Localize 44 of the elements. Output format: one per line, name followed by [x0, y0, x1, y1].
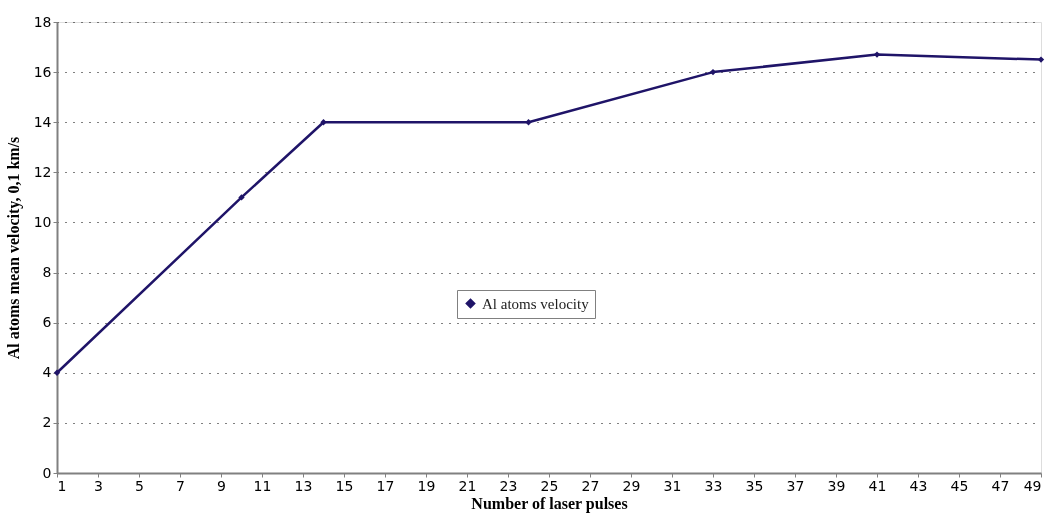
point [238, 194, 245, 201]
x-tick-label: 39 [827, 477, 846, 494]
y-tick-label: 4 [42, 364, 52, 381]
y-tick-label: 16 [33, 63, 52, 80]
point [1037, 56, 1045, 63]
x-tick-label: 37 [786, 477, 805, 494]
point [320, 119, 327, 126]
x-tick-label: 19 [417, 477, 436, 494]
x-tick-label: 35 [745, 477, 764, 494]
x-tick-label: 49 [1023, 477, 1042, 494]
x-tick-label: 47 [991, 477, 1010, 494]
x-tick-label: 5 [135, 477, 144, 494]
x-tick-label: 13 [294, 477, 313, 494]
y-axis-title: Al atoms mean velocity, 0,1 km/s [4, 136, 23, 360]
x-tick-label: 7 [176, 477, 185, 494]
x-tick-label: 1 [57, 477, 67, 494]
x-tick-label: 29 [622, 477, 641, 494]
x-tick-label: 25 [540, 477, 559, 494]
point [873, 51, 881, 58]
x-tick-label: 23 [499, 477, 518, 494]
legend-label: Al atoms velocity [482, 295, 590, 312]
y-tick-label: 8 [42, 264, 52, 281]
y-tick-label: 6 [42, 314, 52, 331]
x-tick-label: 45 [950, 477, 969, 494]
y-tick-label: 12 [33, 163, 52, 180]
x-tick-label: 33 [704, 477, 723, 494]
x-tick-label: 27 [581, 477, 600, 494]
y-tick-label: 0 [42, 464, 52, 481]
x-tick-label: 31 [663, 477, 682, 494]
y-tick-label: 10 [33, 213, 52, 230]
x-tick-label: 3 [94, 477, 103, 494]
y-tick-label: 2 [42, 414, 52, 431]
point [525, 119, 532, 126]
y-tick-label: 14 [33, 113, 52, 130]
x-tick-label: 43 [909, 477, 928, 494]
x-tick-label: 15 [335, 477, 354, 494]
x-tick-label: 17 [376, 477, 395, 494]
point [53, 369, 61, 376]
x-tick-label: 41 [868, 477, 887, 494]
y-tick-label: 18 [33, 13, 52, 30]
x-tick-label: 9 [217, 477, 226, 494]
x-tick-label: 21 [458, 477, 477, 494]
x-tick-label: 11 [253, 477, 272, 494]
x-axis-title: Number of laser pulses [471, 494, 628, 513]
